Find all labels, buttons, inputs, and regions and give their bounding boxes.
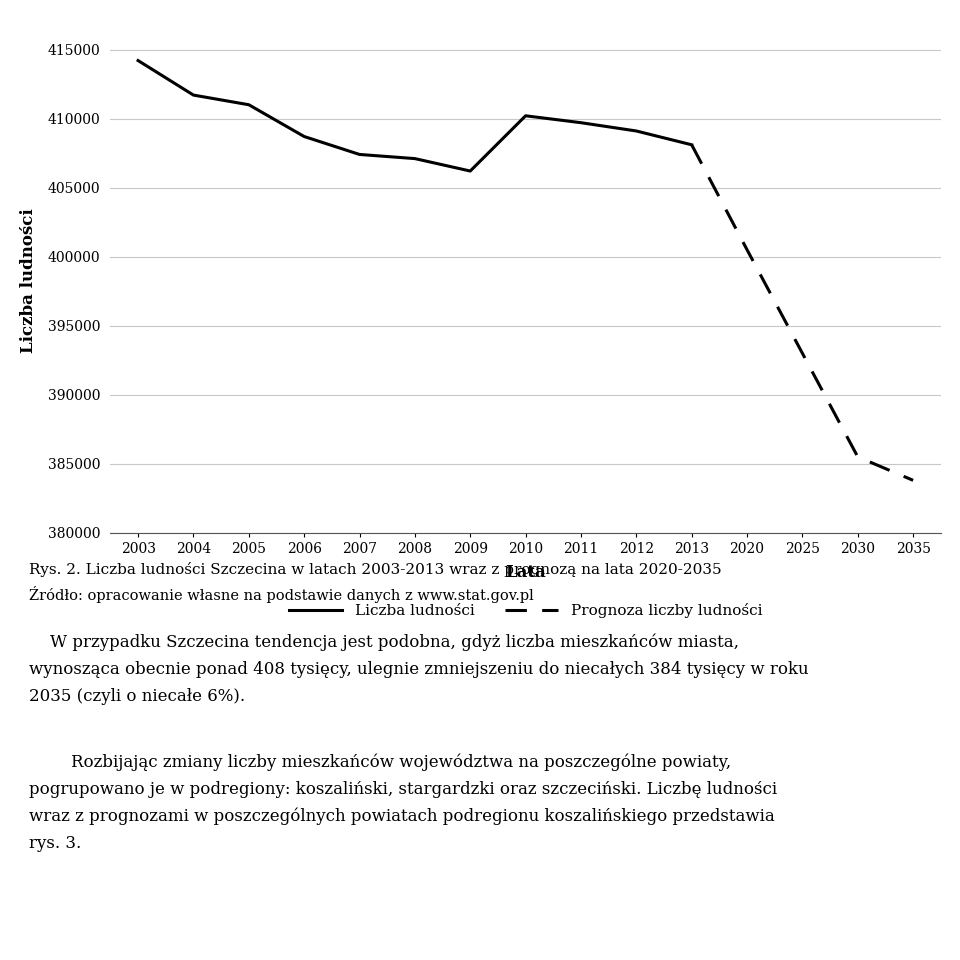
Legend: Liczba ludności, Prognoza liczby ludności: Liczba ludności, Prognoza liczby ludnośc…: [289, 604, 762, 618]
Text: W przypadku Szczecina tendencja jest podobna, gdyż liczba mieszkańców miasta,
wy: W przypadku Szczecina tendencja jest pod…: [29, 634, 808, 705]
Text: Źródło: opracowanie własne na podstawie danych z www.stat.gov.pl: Źródło: opracowanie własne na podstawie …: [29, 586, 534, 603]
X-axis label: Lata: Lata: [505, 564, 546, 581]
Text: Rys. 2. Liczba ludności Szczecina w latach 2003-2013 wraz z prognozą na lata 202: Rys. 2. Liczba ludności Szczecina w lata…: [29, 562, 721, 577]
Y-axis label: Liczba ludności: Liczba ludności: [20, 208, 36, 353]
Text: Rozbijając zmiany liczby mieszkańców województwa na poszczególne powiaty,
pogrup: Rozbijając zmiany liczby mieszkańców woj…: [29, 754, 777, 852]
